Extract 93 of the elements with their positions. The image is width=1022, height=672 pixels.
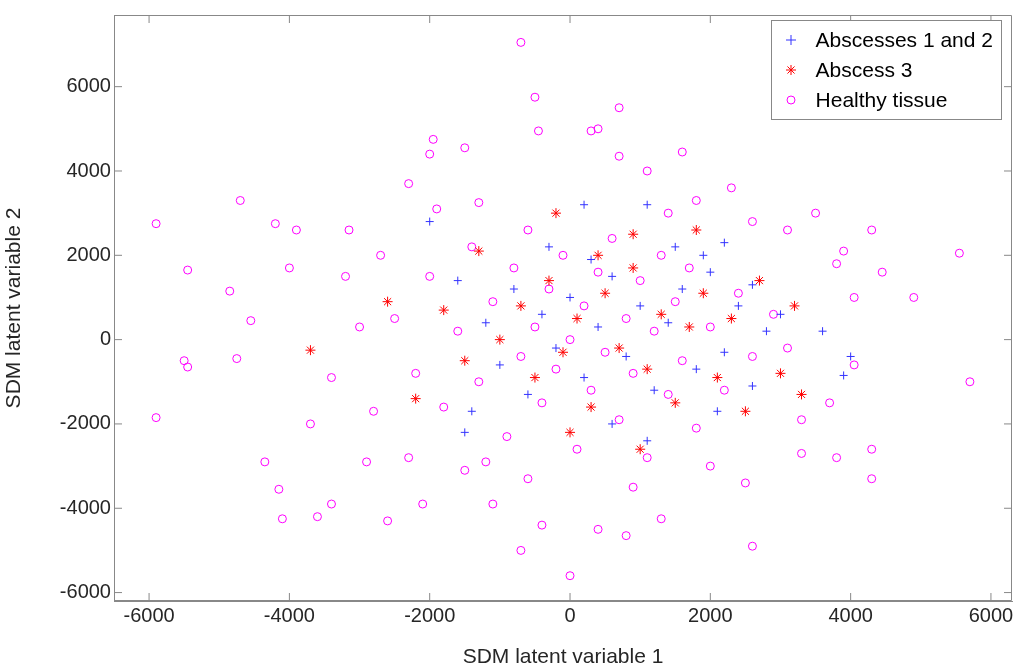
point [523,389,533,399]
point [550,207,562,219]
point [627,262,639,274]
point [613,342,625,354]
point [719,347,729,357]
point [642,436,652,446]
point [460,427,470,437]
point [481,318,491,328]
point [691,364,701,374]
point [586,255,596,265]
point [515,300,527,312]
point [775,309,785,319]
x-tick-label: 4000 [828,603,873,626]
point [669,397,681,409]
point [725,313,737,325]
point [753,275,765,287]
point [593,322,603,332]
point [677,284,687,294]
point [453,276,463,286]
point [670,242,680,252]
point [585,401,597,413]
y-tick-label: 6000 [66,74,111,97]
x-tick-label: 2000 [688,603,733,626]
point [712,406,722,416]
point [425,217,435,227]
y-tick-label: -2000 [59,411,111,434]
point [467,406,477,416]
point [607,271,617,281]
legend-label: Healthy tissue [815,87,948,113]
point [839,370,849,380]
point [641,363,653,375]
point [627,228,639,240]
point [747,381,757,391]
point [592,249,604,261]
point [607,419,617,429]
point [690,224,702,236]
point [846,351,856,361]
point [543,275,555,287]
y-axis-title: SDM latent variable 2 [1,207,25,409]
x-tick-label: -6000 [123,603,175,626]
point [789,300,801,312]
y-tick-label: 4000 [66,158,111,181]
point [551,343,561,353]
point [529,372,541,384]
point [564,426,576,438]
point [663,318,673,328]
y-tick-label: 2000 [66,242,111,265]
point [761,326,771,336]
point [382,296,394,308]
x-tick-label: 0 [564,603,576,626]
point [459,355,471,367]
point [579,373,589,383]
point [579,200,589,210]
point [774,367,786,379]
legend-label: Abscesses 1 and 2 [815,27,993,53]
point [642,200,652,210]
point [410,393,422,405]
point [557,346,569,358]
point [634,443,646,455]
point [818,326,828,336]
point [733,301,743,311]
point [438,304,450,316]
point [537,309,547,319]
point [796,388,808,400]
point [697,287,709,299]
point [719,238,729,248]
point [621,351,631,361]
point [705,267,715,277]
point [304,344,316,356]
y-tick-label: 0 [99,327,111,350]
legend-label: Abscess 3 [815,57,913,83]
x-axis-title: SDM latent variable 1 [462,644,664,668]
point [571,313,583,325]
point [649,385,659,395]
point [683,321,695,333]
point [544,242,554,252]
x-tick-label: -4000 [263,603,315,626]
x-tick-label: 6000 [968,603,1014,626]
point [495,360,505,370]
x-tick-label: -2000 [404,603,456,626]
point [599,287,611,299]
point [698,250,708,260]
point [565,292,575,302]
point [655,308,667,320]
point [509,284,519,294]
point [739,405,751,417]
point [747,280,757,290]
point [711,372,723,384]
point [635,301,645,311]
point [473,245,485,257]
y-tick-label: -6000 [59,580,111,603]
y-tick-label: -4000 [59,495,111,518]
point [494,334,506,346]
